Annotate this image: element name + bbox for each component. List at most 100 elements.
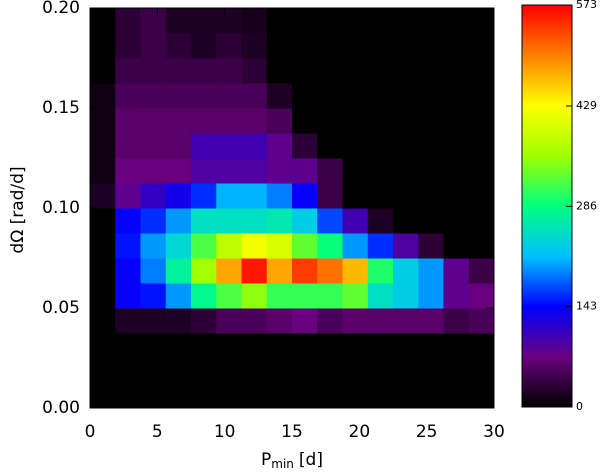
heat-cell [393, 133, 419, 159]
heat-cell [140, 108, 167, 134]
heat-cell [90, 8, 116, 34]
heat-cell [292, 258, 318, 284]
heat-cell [140, 383, 167, 409]
heat-cell [191, 208, 217, 234]
heat-cell [342, 258, 369, 284]
heat-cell [292, 158, 318, 184]
heat-cell [393, 158, 419, 184]
heat-cell [443, 8, 470, 34]
heat-cell [165, 383, 192, 409]
heat-cell [418, 158, 444, 184]
heat-cell [140, 308, 167, 334]
heat-cell [418, 183, 444, 209]
heat-cell [317, 133, 343, 159]
heat-cell [342, 383, 369, 409]
heat-cell [241, 83, 268, 109]
heat-cell [90, 283, 116, 309]
heat-cell [317, 383, 343, 409]
heat-cell [90, 208, 116, 234]
heat-cell [292, 33, 318, 59]
heat-cell [468, 33, 495, 59]
x-label-main: P [261, 450, 271, 470]
heat-cell [367, 258, 394, 284]
heat-cell [140, 158, 167, 184]
heat-cell [317, 308, 343, 334]
heat-cell [393, 108, 419, 134]
heat-cell [165, 58, 192, 84]
heat-cell [165, 283, 192, 309]
heat-cell [468, 133, 495, 159]
heat-cell [418, 283, 444, 309]
heat-cell [292, 308, 318, 334]
heat-cell [140, 83, 167, 109]
heat-cell [241, 383, 268, 409]
colorbar-tick-label: 143 [576, 300, 597, 313]
heat-cell [115, 108, 141, 134]
y-axis-label: dΩ [rad/d] [8, 166, 28, 253]
heat-cell [191, 8, 217, 34]
heat-cell [266, 233, 293, 259]
colorbar [521, 4, 573, 408]
heat-cell [443, 133, 470, 159]
heat-cell [216, 283, 242, 309]
heat-cell [342, 208, 369, 234]
heat-cell [443, 158, 470, 184]
x-tick-label: 10 [214, 422, 236, 442]
heat-cell [367, 358, 394, 384]
y-tick-label: 0.10 [42, 198, 80, 218]
heat-cell [191, 33, 217, 59]
heat-cell [292, 333, 318, 359]
heat-cell [115, 283, 141, 309]
heat-cell [367, 108, 394, 134]
heat-cell [266, 383, 293, 409]
heat-cell [443, 258, 470, 284]
x-tick-label: 25 [416, 422, 438, 442]
heat-cell [367, 383, 394, 409]
heat-cell [191, 83, 217, 109]
heat-cell [342, 108, 369, 134]
heat-cell [443, 108, 470, 134]
heat-cell [115, 58, 141, 84]
x-tick-label: 20 [349, 422, 371, 442]
heat-cell [266, 33, 293, 59]
heat-cell [342, 333, 369, 359]
heat-cell [292, 283, 318, 309]
heat-cell [266, 358, 293, 384]
heat-cell [393, 58, 419, 84]
heat-cell [418, 8, 444, 34]
heat-cell [317, 58, 343, 84]
heat-cell [443, 208, 470, 234]
heat-cell [241, 358, 268, 384]
x-tick-label: 5 [152, 422, 163, 442]
heat-cell [443, 383, 470, 409]
heat-cell [191, 158, 217, 184]
heat-cell [342, 183, 369, 209]
heat-cell [115, 33, 141, 59]
heat-cell [393, 308, 419, 334]
heat-cell [216, 233, 242, 259]
heat-cell [292, 108, 318, 134]
heat-cell [367, 33, 394, 59]
heat-cell [165, 108, 192, 134]
heat-cell [140, 233, 167, 259]
heat-cell [393, 333, 419, 359]
heat-cell [317, 233, 343, 259]
heat-cell [418, 258, 444, 284]
heat-cell [292, 233, 318, 259]
colorbar-tick-label: 573 [576, 0, 597, 11]
heat-cell [292, 383, 318, 409]
heat-cell [317, 8, 343, 34]
heat-cell [90, 258, 116, 284]
heat-cell [241, 258, 268, 284]
heat-cell [418, 108, 444, 134]
heat-cell [342, 283, 369, 309]
heat-cell [418, 383, 444, 409]
heat-cell [342, 8, 369, 34]
heat-cell [443, 283, 470, 309]
heat-cell [140, 333, 167, 359]
heat-cell [90, 83, 116, 109]
heat-cell [342, 358, 369, 384]
heat-cell [90, 108, 116, 134]
colorbar-tick-label: 286 [576, 199, 597, 212]
heat-cell [216, 383, 242, 409]
